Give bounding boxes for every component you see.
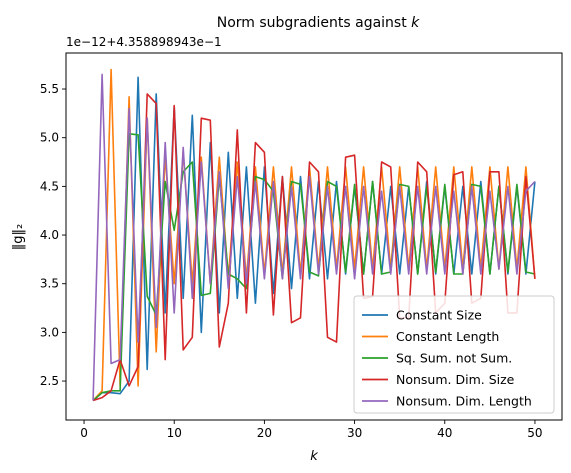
x-tick-label: 20 (257, 426, 272, 440)
series-line-5 (92, 73, 536, 401)
y-tick-label: 2.5 (40, 374, 59, 388)
x-tick-label: 30 (347, 426, 362, 440)
legend-label: Nonsum. Dim. Length (396, 394, 532, 409)
x-tick-label: 10 (167, 426, 182, 440)
y-axis-offset-text: 1e−12+4.358898943e−1 (66, 35, 222, 49)
y-tick-label: 3.5 (40, 277, 59, 291)
series-layer (92, 68, 536, 402)
legend-label: Nonsum. Dim. Size (396, 372, 515, 387)
y-axis-label: ‖g‖₂ (11, 224, 26, 250)
y-tick-label: 3.0 (40, 325, 59, 339)
x-tick-label: 50 (527, 426, 542, 440)
y-tick-label: 4.0 (40, 228, 59, 242)
series-line-4 (92, 93, 536, 402)
y-tick-label: 4.5 (40, 179, 59, 193)
legend-label: Sq. Sum. not Sum. (396, 351, 512, 366)
y-tick-label: 5.5 (40, 82, 59, 96)
x-tick-label: 0 (80, 426, 88, 440)
x-tick-label: 40 (437, 426, 452, 440)
legend: Constant Size Constant Length Sq. Sum. not… (353, 295, 555, 414)
y-axis: 2.5 3.0 3.5 4.0 4.5 5.0 5.5 (40, 82, 66, 388)
legend-box (353, 295, 555, 414)
legend-label: Constant Length (396, 329, 499, 344)
chart-title: Norm subgradients against k (217, 15, 420, 31)
x-axis: 0 10 20 30 40 50 (80, 420, 543, 440)
series-line-3 (92, 133, 536, 402)
plot-area (65, 52, 563, 421)
y-tick-label: 5.0 (40, 131, 59, 145)
x-axis-label: k (310, 449, 318, 464)
plot-frame (65, 52, 563, 421)
legend-label: Constant Size (396, 308, 482, 323)
